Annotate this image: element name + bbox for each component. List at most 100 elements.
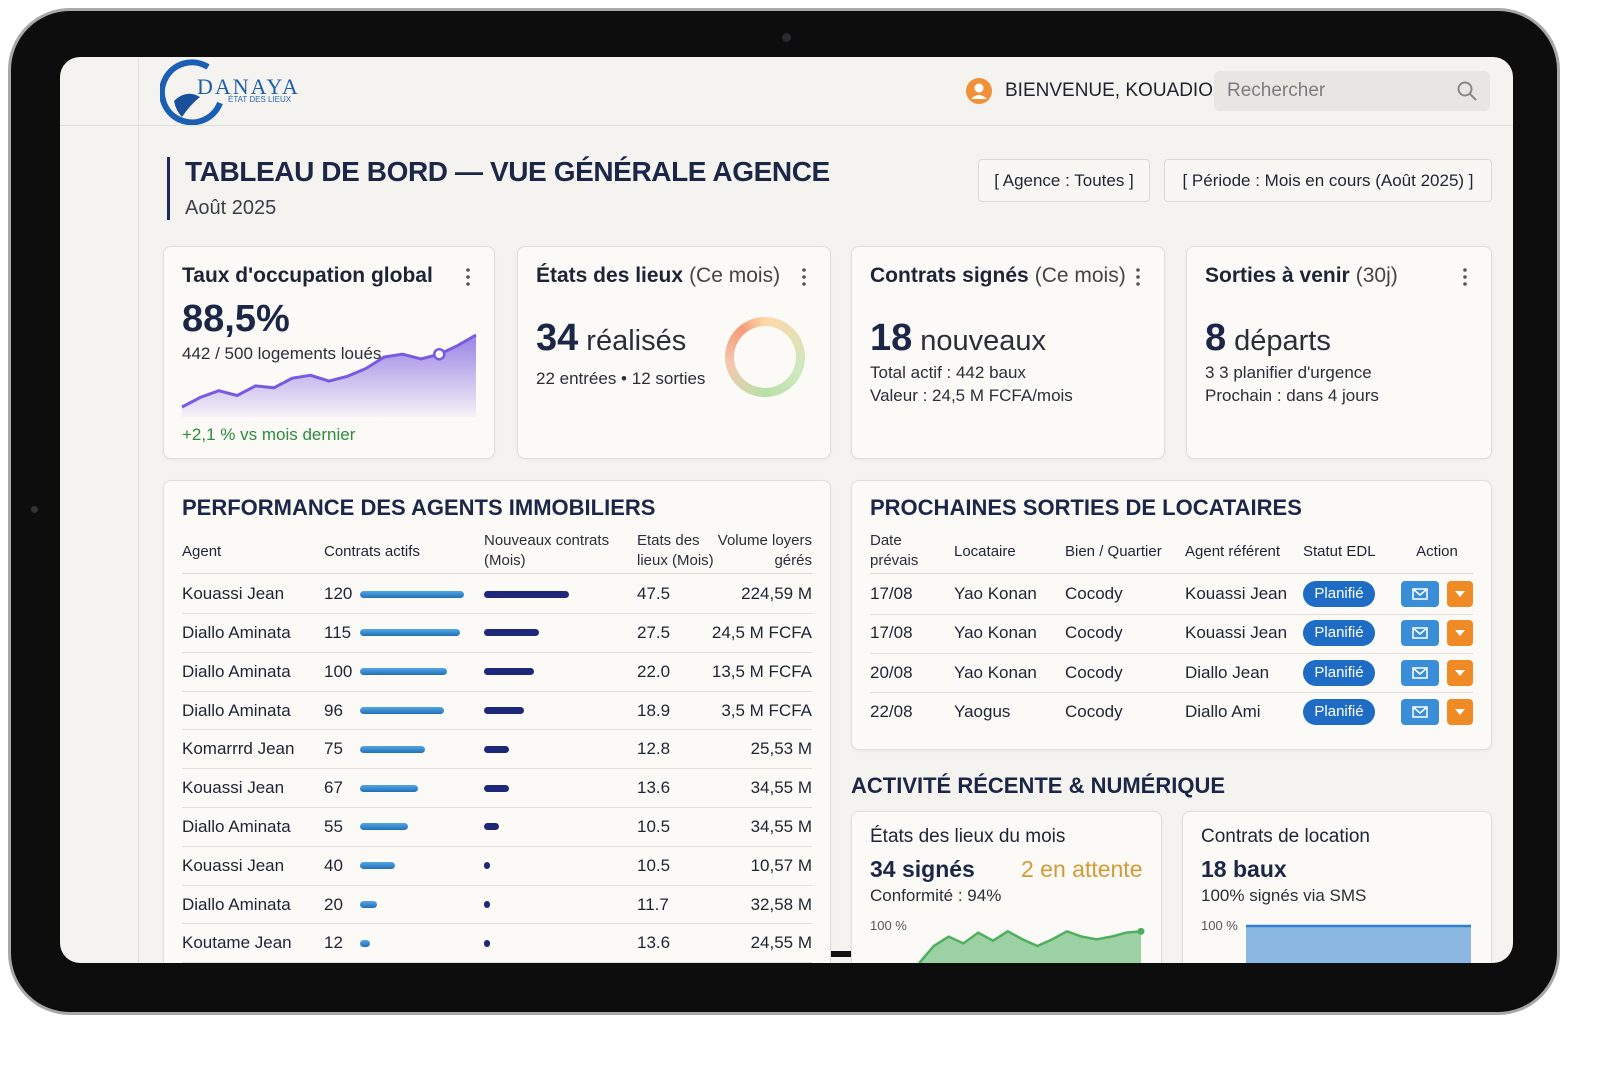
- column-header: Volume loyers gérés: [717, 532, 812, 569]
- kpi-value: 18: [870, 317, 913, 359]
- more-menu-dot: [1136, 282, 1140, 286]
- agent-name: Diallo Aminata: [182, 622, 291, 642]
- email-icon-body: [1412, 666, 1428, 679]
- dropdown-caret: [1455, 591, 1465, 597]
- edl-count: 13.6: [637, 778, 671, 798]
- activity-card-title: Contrats de location: [1201, 825, 1370, 847]
- more-menu-dot: [802, 275, 806, 279]
- kpi-title: États des lieux (Ce mois): [536, 262, 780, 290]
- kpi-unit: nouveaux: [920, 325, 1047, 357]
- row-divider: [182, 923, 812, 925]
- rent-volume: 34,55 M: [750, 778, 812, 798]
- email-icon-flap: [1412, 706, 1428, 714]
- tenant: Yao Konan: [954, 662, 1037, 682]
- column-header: Action: [1416, 542, 1458, 560]
- rent-volume: 34,55 M: [750, 816, 812, 836]
- agent: Kouassi Jean: [1185, 623, 1288, 643]
- column-header: Bien / Quartier: [1065, 542, 1162, 560]
- edl-count: 10.5: [637, 816, 671, 836]
- filter-period[interactable]: [ Période : Mois en cours (Août 2025) ]: [1164, 159, 1492, 202]
- email-button[interactable]: [1401, 659, 1439, 686]
- line-series: [918, 929, 1142, 963]
- agent-name: Kouassi Jean: [182, 778, 285, 798]
- agent-name: Kouassi Jean: [182, 584, 285, 604]
- kpi-title: Contrats signés (Ce mois): [870, 262, 1126, 290]
- more-menu[interactable]: [800, 267, 808, 287]
- edl-count: 13.6: [637, 933, 671, 953]
- column-header: Date prévais: [870, 532, 919, 569]
- email-button[interactable]: [1401, 698, 1439, 725]
- action-dropdown[interactable]: [1447, 698, 1473, 725]
- more-menu-dot: [466, 275, 470, 279]
- more-menu[interactable]: [1134, 267, 1142, 287]
- row-divider: [182, 729, 812, 731]
- email-icon-flap: [1412, 667, 1428, 675]
- more-menu[interactable]: [1461, 267, 1469, 287]
- kpi-detail: Total actif : 442 baux: [870, 363, 1026, 383]
- exit-date: 22/08: [870, 702, 913, 721]
- dropdown-caret-shape: [1455, 708, 1465, 715]
- search-box[interactable]: Rechercher: [1214, 71, 1490, 111]
- sparkline-line: [181, 333, 477, 409]
- more-menu-dot: [1463, 275, 1467, 279]
- rent-volume: 25,53 M: [750, 739, 812, 759]
- dropdown-caret: [1455, 669, 1465, 676]
- kpi-detail: 22 entrées • 12 sorties: [536, 369, 706, 389]
- new-contracts-bar: [484, 862, 490, 870]
- user-icon-body: [971, 95, 987, 99]
- column-header: Contrats actifs: [324, 542, 420, 560]
- kpi-unit: réalisés: [586, 325, 687, 357]
- more-menu[interactable]: [464, 267, 472, 287]
- edl-count: 11.7: [637, 894, 669, 914]
- kpi-card: États des lieux (Ce mois) 34 réalisés 22 ent…: [517, 246, 831, 459]
- search-icon: [1457, 81, 1477, 101]
- sparkline-marker: [433, 347, 446, 361]
- search-placeholder: Rechercher: [1227, 80, 1326, 101]
- action-dropdown[interactable]: [1447, 620, 1473, 647]
- kpi-detail: Valeur : 24,5 M FCFA/mois: [870, 386, 1073, 406]
- kpi-title-text: Sorties à venir: [1205, 264, 1350, 287]
- filter-agency[interactable]: [ Agence : Toutes ]: [978, 159, 1150, 202]
- kpi-value-line: 18 nouveaux: [870, 313, 1046, 371]
- action-dropdown[interactable]: [1447, 659, 1473, 686]
- email-button[interactable]: [1401, 581, 1439, 607]
- row-divider: [182, 613, 812, 614]
- agent: Diallo Ami: [1185, 702, 1261, 721]
- email-icon-body: [1412, 706, 1428, 718]
- email-icon: [1412, 706, 1428, 718]
- activity-card: Contrats de location 18 baux 100% signés v…: [1182, 811, 1492, 963]
- active-contracts: 67: [324, 778, 343, 798]
- tenant: Yaogus: [954, 702, 1011, 721]
- tenant: Yao Konan: [954, 623, 1037, 643]
- property: Cocody: [1065, 702, 1123, 721]
- email-icon-body: [1412, 627, 1428, 640]
- email-icon-body: [1412, 588, 1428, 600]
- new-contracts-bar: [484, 939, 490, 947]
- kpi-title-note: (Ce mois): [689, 264, 781, 287]
- activity-card-value: 18 baux: [1201, 855, 1287, 882]
- activity-card-detail: Conformité : 94%: [870, 886, 1002, 906]
- row-divider: [182, 768, 812, 770]
- action-dropdown[interactable]: [1447, 581, 1473, 607]
- kpi-detail: 442 / 500 logements loués: [182, 344, 382, 364]
- tenant: Yao Konan: [954, 584, 1037, 604]
- row-divider: [182, 690, 812, 692]
- email-button[interactable]: [1401, 620, 1439, 647]
- kpi-title: Sorties à venir (30j): [1205, 262, 1398, 290]
- donut-hole: [734, 326, 796, 388]
- title-accent: [167, 157, 170, 220]
- search-icon-lens: [1457, 81, 1473, 97]
- kpi-title-note: (Ce mois): [1034, 264, 1126, 287]
- dropdown-caret: [1455, 708, 1465, 715]
- dropdown-caret-shape: [1455, 630, 1465, 637]
- edl-count: 10.5: [637, 855, 671, 875]
- new-contracts-bar: [484, 823, 499, 831]
- active-contracts-bar: [360, 745, 426, 753]
- status-pill: Planifié: [1303, 698, 1375, 725]
- activity-card-title: États des lieux du mois: [870, 825, 1066, 847]
- agent-name: Diallo Aminata: [182, 894, 291, 914]
- line-end-marker: [1137, 927, 1145, 935]
- status-pill: Planifié: [1303, 659, 1375, 686]
- row-divider: [182, 845, 812, 847]
